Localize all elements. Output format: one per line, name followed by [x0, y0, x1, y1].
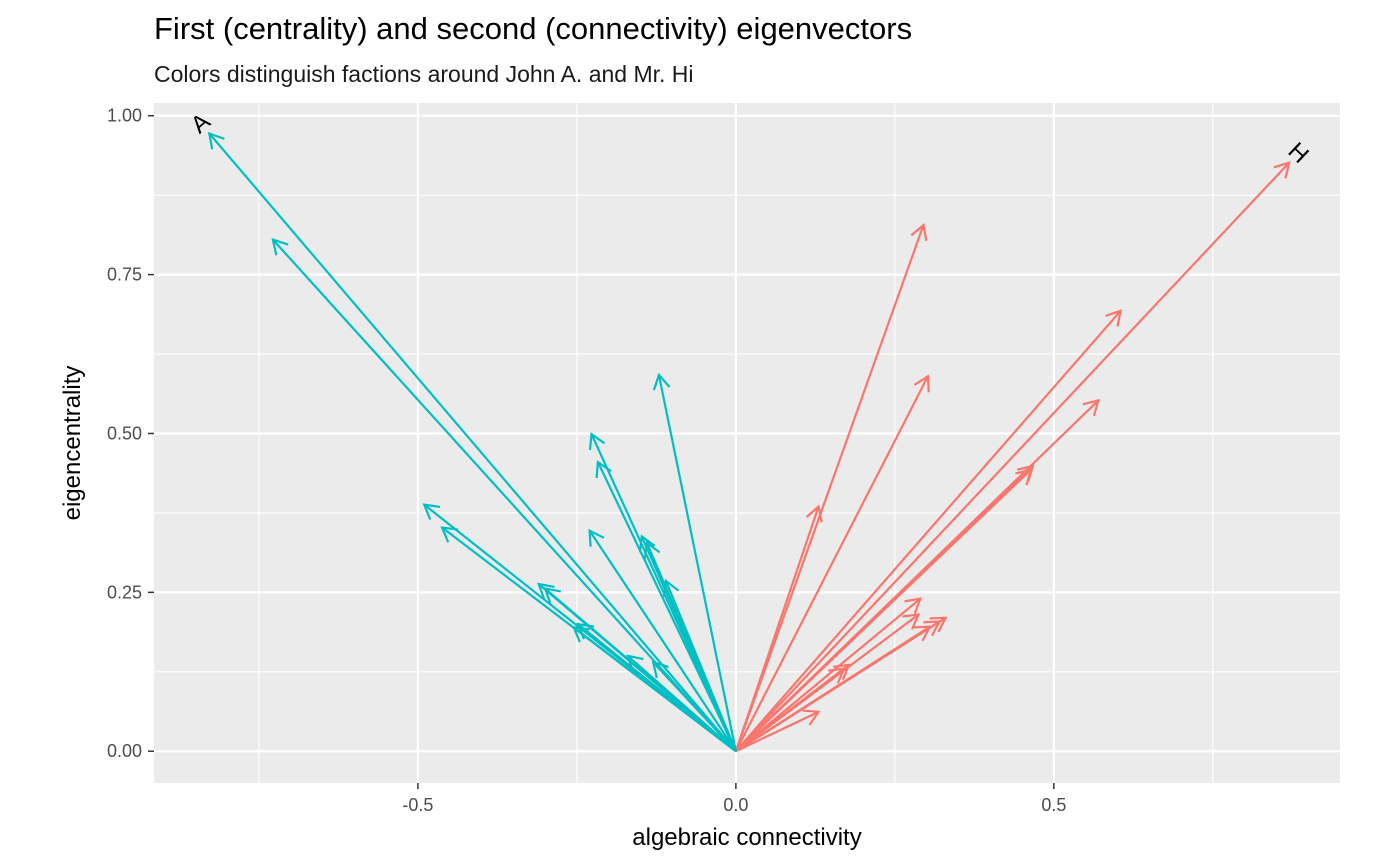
arrow-head	[923, 620, 942, 637]
arrow-head	[833, 663, 851, 680]
x-tick-label: -0.5	[402, 795, 433, 815]
arrow-head	[588, 432, 606, 451]
arrow-shaft	[734, 375, 929, 752]
arrow-head	[913, 374, 930, 393]
grid	[154, 103, 1340, 783]
arrow-head	[1273, 161, 1291, 179]
arrow-head	[643, 540, 661, 559]
arrow-head	[440, 526, 459, 543]
arrow-head	[543, 587, 562, 604]
arrow-head	[910, 222, 928, 241]
arrow-head	[1082, 398, 1100, 417]
axis-ticks: -0.5 0.0 0.5 0.00 0.25 0.50 0.75 1.00	[107, 106, 1066, 815]
arrow-shaft	[734, 506, 820, 752]
arrow-shaft	[734, 224, 925, 752]
y-tick-label: 0.50	[107, 423, 142, 443]
arrow-shaft	[735, 667, 845, 753]
y-tick-label: 0.75	[107, 265, 142, 285]
arrow-shaft	[272, 238, 737, 752]
arrow-head	[576, 622, 595, 640]
x-tick-label: 0.0	[723, 795, 748, 815]
arrows	[207, 131, 1291, 753]
y-axis-title: eigencentrality	[59, 366, 86, 521]
arrow-head	[207, 131, 225, 150]
arrow-head	[638, 534, 656, 553]
arrow-head	[595, 460, 612, 479]
y-tick-label: 0.25	[107, 582, 142, 602]
arrow-head	[422, 503, 441, 520]
arrow-shaft	[664, 580, 737, 752]
arrow-head	[537, 582, 555, 600]
y-tick-label: 0.00	[107, 741, 142, 761]
x-tick-label: 0.5	[1041, 795, 1066, 815]
arrow-shaft	[577, 623, 737, 753]
arrow-head	[652, 372, 671, 391]
arrow-head	[626, 654, 644, 672]
arrow-shaft	[588, 530, 737, 752]
arrow-shaft	[735, 710, 820, 753]
arrow-shaft	[735, 597, 921, 753]
arrow-shaft	[735, 161, 1290, 752]
arrow-shaft	[652, 661, 737, 752]
arrow-head	[827, 667, 846, 684]
chart-title: First (centrality) and second (connectiv…	[154, 11, 912, 46]
y-tick-label: 1.00	[107, 106, 142, 126]
arrow-shaft	[627, 655, 737, 753]
arrow-head	[271, 238, 289, 256]
arrow-head	[588, 528, 605, 547]
arrow-shaft	[596, 461, 737, 752]
arrow-head	[651, 660, 669, 679]
arrow-head	[902, 613, 921, 630]
arrow-head	[662, 578, 680, 597]
chart-subtitle: Colors distinguish factions around John …	[154, 61, 694, 87]
arrow-head	[904, 597, 922, 615]
arrow-head	[805, 504, 823, 523]
plot-panel	[154, 103, 1340, 783]
arrow-shaft	[735, 310, 1122, 752]
arrow-shaft	[735, 468, 1032, 753]
arrow-shaft	[657, 374, 737, 752]
arrow-shaft	[735, 620, 940, 753]
arrow-shaft	[208, 132, 737, 752]
arrow-head	[1105, 309, 1123, 327]
arrow-head	[1015, 468, 1033, 486]
arrow-head	[802, 709, 821, 726]
x-axis-title: algebraic connectivity	[632, 824, 861, 851]
arrow-head	[929, 616, 948, 633]
